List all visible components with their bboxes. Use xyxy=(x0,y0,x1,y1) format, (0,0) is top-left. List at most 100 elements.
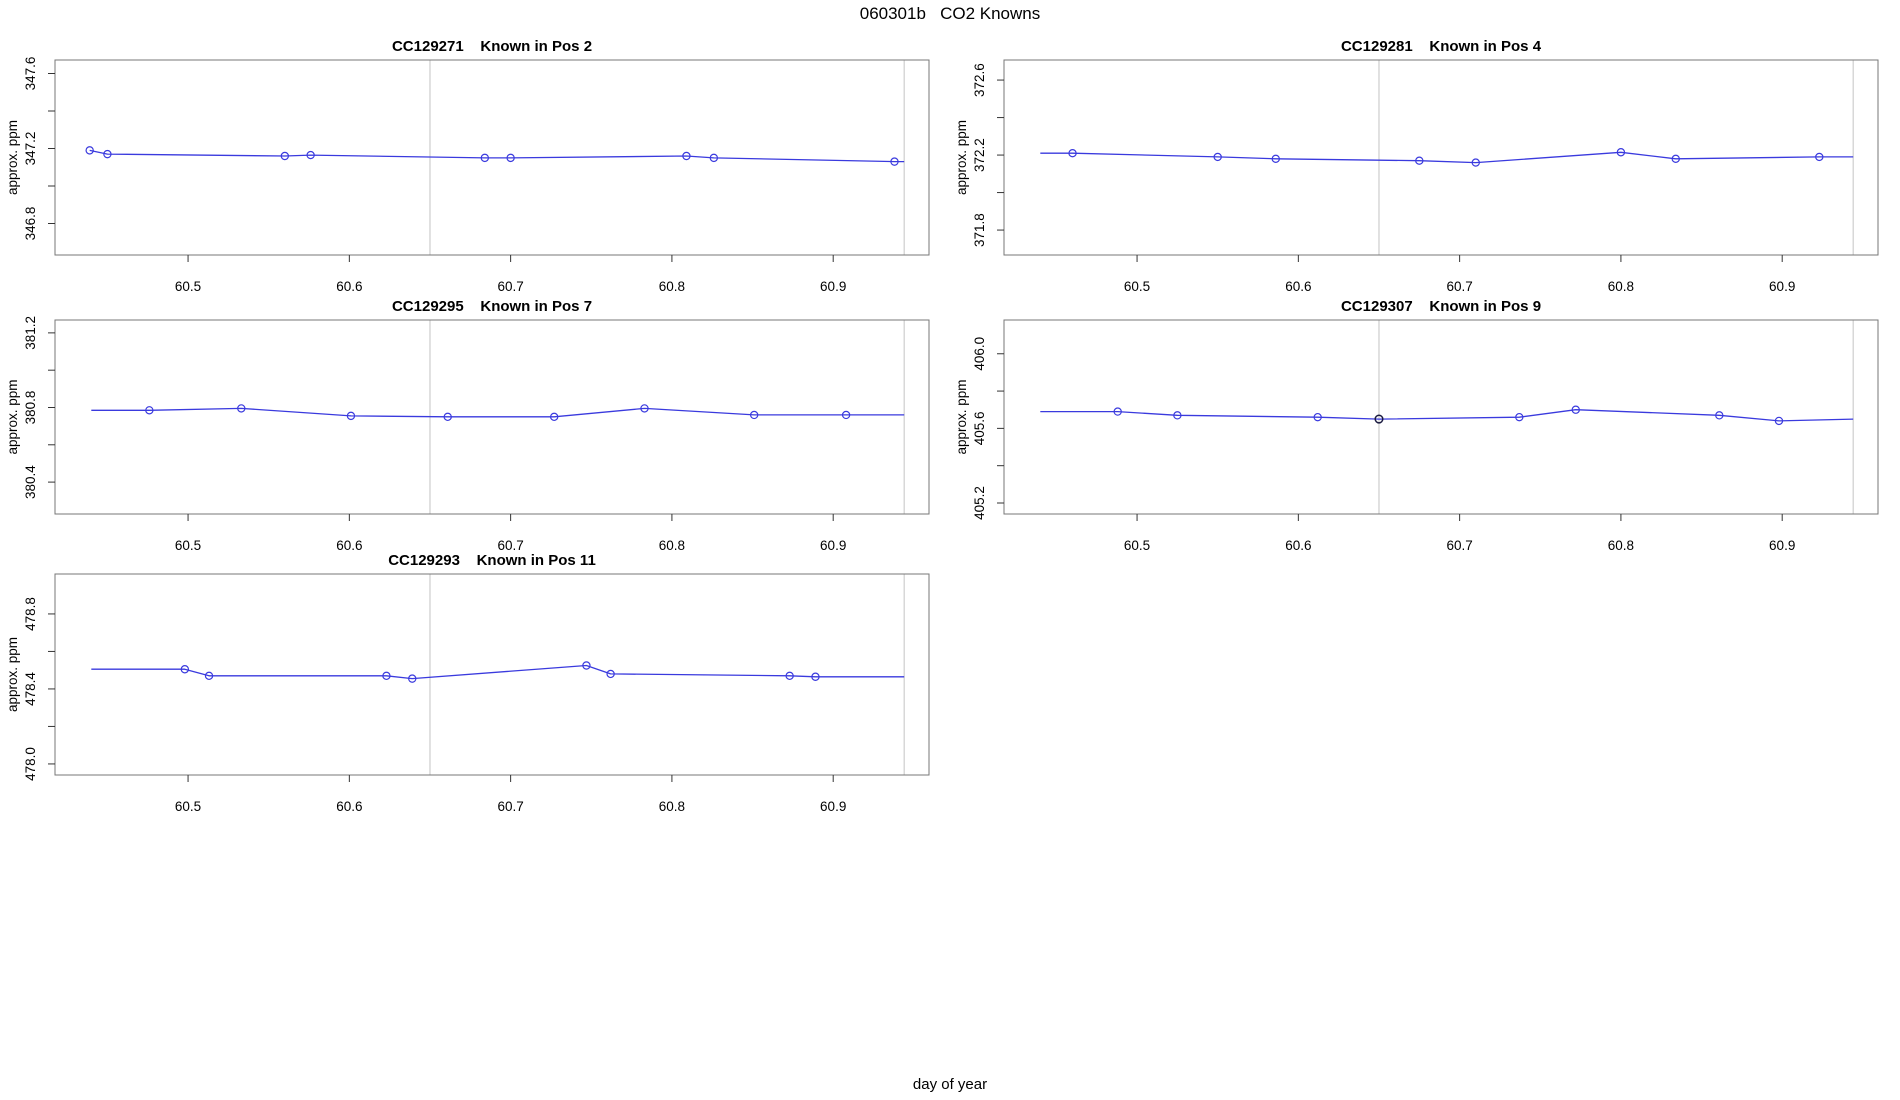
y-tick-label-CC129307-1: 405.6 xyxy=(972,411,987,445)
data-point-CC129307-1 xyxy=(1173,411,1182,420)
data-point-CC129295-1 xyxy=(237,404,246,413)
figure-title: 060301b CO2 Knowns xyxy=(859,4,1041,23)
y-tick-label-CC129293-2: 478.8 xyxy=(23,597,38,631)
x-tick-label-CC129293-1: 60.6 xyxy=(336,799,362,814)
x-tick-label-CC129281-2: 60.7 xyxy=(1446,279,1472,294)
x-tick-label-CC129307-2: 60.7 xyxy=(1446,538,1472,553)
data-point-CC129281-5 xyxy=(1616,148,1626,157)
data-point-CC129271-5 xyxy=(506,153,515,163)
plot-box-CC129307 xyxy=(1003,319,1879,515)
x-tick-label-CC129293-0: 60.5 xyxy=(175,799,201,814)
y-tick-label-CC129295-2: 381.2 xyxy=(23,316,38,350)
panel-title-CC129281: CC129281 Known in Pos 4 xyxy=(1340,38,1542,55)
y-tick-label-CC129271-1: 347.2 xyxy=(23,132,38,166)
y-tick-label-CC129293-0: 478.0 xyxy=(23,747,38,781)
data-point-CC129271-1 xyxy=(103,149,112,159)
y-tick-label-CC129293-1: 478.4 xyxy=(23,672,38,706)
data-point-CC129271-2 xyxy=(280,151,290,161)
data-point-CC129293-2 xyxy=(382,671,391,681)
x-tick-label-CC129271-4: 60.9 xyxy=(820,279,846,294)
data-point-CC129271-6 xyxy=(682,151,691,161)
data-point-CC129281-0 xyxy=(1068,148,1077,158)
x-tick-label-CC129293-3: 60.8 xyxy=(659,799,685,814)
data-point-CC129293-7 xyxy=(811,672,820,681)
panel-title-CC129293: CC129293 Known in Pos 11 xyxy=(388,552,596,569)
data-point-CC129295-3 xyxy=(443,412,452,422)
x-axis-label: day of year xyxy=(912,1076,988,1093)
x-tick-label-CC129295-2: 60.7 xyxy=(497,538,523,553)
y-tick-label-CC129295-0: 380.4 xyxy=(23,465,38,499)
data-point-CC129281-2 xyxy=(1271,154,1280,164)
data-point-CC129271-3 xyxy=(306,150,315,160)
x-tick-label-CC129271-0: 60.5 xyxy=(175,279,201,294)
y-tick-label-CC129307-2: 406.0 xyxy=(972,337,987,371)
data-point-CC129293-6 xyxy=(785,671,794,681)
panel-title-CC129295: CC129295 Known in Pos 7 xyxy=(391,298,593,315)
data-line-CC129271 xyxy=(89,149,905,163)
y-tick-label-CC129281-1: 372.2 xyxy=(972,138,987,172)
y-axis-label-CC129281: approx. ppm xyxy=(954,120,969,195)
data-point-CC129307-2 xyxy=(1313,412,1322,422)
data-point-CC129307-4 xyxy=(1571,405,1580,414)
data-line-CC129295 xyxy=(91,407,905,418)
x-tick-label-CC129307-1: 60.6 xyxy=(1285,538,1311,553)
data-point-CC129281-3 xyxy=(1415,156,1424,165)
data-point-CC129307-6 xyxy=(1774,416,1784,426)
data-point-CC129293-1 xyxy=(204,671,214,681)
data-point-CC129281-6 xyxy=(1671,154,1680,164)
data-point-CC129271-7 xyxy=(709,153,719,163)
y-axis-label-CC129295: approx. ppm xyxy=(5,379,20,454)
x-tick-label-CC129271-1: 60.6 xyxy=(336,279,362,294)
y-tick-label-CC129271-0: 346.8 xyxy=(23,207,38,241)
data-point-CC129293-5 xyxy=(606,669,615,679)
x-tick-label-CC129281-3: 60.8 xyxy=(1608,279,1634,294)
plot-box-CC129271 xyxy=(54,59,930,256)
data-line-CC129293 xyxy=(91,664,905,680)
data-point-CC129293-3 xyxy=(408,674,417,683)
x-tick-label-CC129281-1: 60.6 xyxy=(1285,279,1311,294)
data-point-CC129293-4 xyxy=(582,661,591,670)
y-tick-label-CC129281-0: 371.8 xyxy=(972,213,987,247)
data-point-CC129295-5 xyxy=(640,404,649,413)
x-tick-label-CC129307-4: 60.9 xyxy=(1769,538,1795,553)
y-axis-label-CC129307: approx. ppm xyxy=(954,379,969,454)
plot-canvas: 60.5 60.6 60.7 60.8 60.9 346.8 347.2 347.6 appro… xyxy=(5,57,1879,814)
special-data-point-CC129307-0 xyxy=(1374,414,1384,424)
data-line-CC129281 xyxy=(1040,151,1854,164)
panel-title-CC129271: CC129271 Known in Pos 2 xyxy=(391,38,593,55)
data-point-CC129281-4 xyxy=(1471,158,1480,167)
data-point-CC129307-0 xyxy=(1113,407,1122,416)
data-point-CC129295-6 xyxy=(749,410,759,420)
data-line-CC129307 xyxy=(1040,409,1854,422)
panel-title-CC129307: CC129307 Known in Pos 9 xyxy=(1340,298,1542,315)
data-point-CC129295-2 xyxy=(346,411,356,421)
data-point-CC129295-4 xyxy=(549,412,559,422)
data-point-CC129295-7 xyxy=(841,410,851,420)
y-tick-label-CC129281-2: 372.6 xyxy=(972,63,987,97)
y-tick-label-CC129295-1: 380.8 xyxy=(23,391,38,425)
x-tick-label-CC129293-2: 60.7 xyxy=(497,799,523,814)
data-point-CC129271-0 xyxy=(85,146,94,155)
x-tick-label-CC129271-3: 60.8 xyxy=(659,279,685,294)
data-point-CC129307-5 xyxy=(1715,411,1724,420)
y-tick-label-CC129307-0: 405.2 xyxy=(972,486,987,520)
x-tick-label-CC129293-4: 60.9 xyxy=(820,799,846,814)
plot-box-CC129293 xyxy=(54,573,930,776)
x-tick-label-CC129271-2: 60.7 xyxy=(497,279,523,294)
x-tick-label-CC129295-0: 60.5 xyxy=(175,538,201,553)
data-point-CC129295-0 xyxy=(145,406,154,415)
y-axis-label-CC129293: approx. ppm xyxy=(5,637,20,712)
data-point-CC129281-7 xyxy=(1815,152,1824,162)
x-tick-label-CC129307-3: 60.8 xyxy=(1608,538,1634,553)
data-point-CC129281-1 xyxy=(1213,152,1222,162)
x-tick-label-CC129307-0: 60.5 xyxy=(1124,538,1150,553)
x-tick-label-CC129281-4: 60.9 xyxy=(1769,279,1795,294)
plot-box-CC129295 xyxy=(54,319,930,515)
x-tick-label-CC129281-0: 60.5 xyxy=(1124,279,1150,294)
plot-box-CC129281 xyxy=(1003,59,1879,256)
data-point-CC129271-4 xyxy=(480,153,490,163)
data-point-CC129271-8 xyxy=(890,157,899,166)
x-tick-label-CC129295-4: 60.9 xyxy=(820,538,846,553)
